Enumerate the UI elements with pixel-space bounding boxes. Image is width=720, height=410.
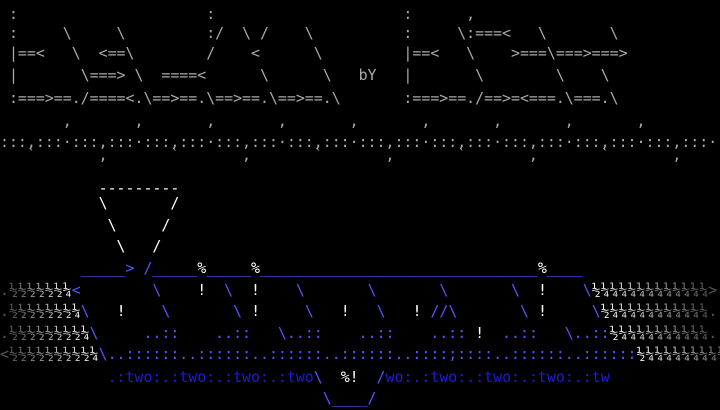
- text-segment: /: [358, 368, 386, 386]
- text-segment: %: [537, 259, 547, 277]
- fraction-gradient-text: ½½½½½½½½¼: [8, 324, 90, 342]
- divider-ticks: ` , ` , ` , ` , ` ,: [0, 147, 681, 163]
- scene-row-4: <½½½½½½½½½¼\..::::::..::::::..::::::..::…: [0, 346, 720, 362]
- divider-commas: , , , , , , , , ,: [0, 112, 646, 130]
- text-segment: %!: [340, 368, 359, 386]
- text-segment: \..::::::..::::::..::::::..::::::..::::;…: [98, 345, 637, 363]
- text-segment: >: [708, 281, 718, 299]
- text-segment: \: [546, 302, 601, 320]
- text-segment: \____/: [0, 389, 377, 407]
- text-segment: !: [251, 281, 261, 299]
- text-segment: !: [251, 302, 261, 320]
- text-segment: _______________________________: [260, 259, 538, 277]
- text-segment: %: [251, 259, 260, 277]
- text-segment: !: [475, 324, 485, 342]
- text-segment: \: [260, 302, 341, 320]
- text-segment: \: [313, 368, 323, 386]
- text-segment: !: [116, 302, 126, 320]
- fraction-gradient-text: ½½½½½½½½½¼: [8, 345, 99, 363]
- text-segment: : \ \ :/ \ / \ : \:===< \ \: [0, 24, 619, 42]
- text-segment: !: [340, 302, 350, 320]
- text-segment: \ /: [0, 216, 171, 234]
- text-segment: \: [80, 302, 117, 320]
- text-segment: _____> /_____: [0, 259, 198, 277]
- text-segment: %: [197, 259, 207, 277]
- title-row-2: : \ \ :/ \ / \ : \:===< \ \: [0, 25, 619, 41]
- text-segment: //\ \: [421, 302, 538, 320]
- water-surface: _____> /_____%_____%____________________…: [0, 260, 583, 276]
- text-segment: _____: [206, 259, 252, 277]
- text-segment: \ \ \ \: [260, 281, 538, 299]
- funnel-row-3: \ /: [0, 237, 162, 255]
- text-segment: \ \: [125, 302, 252, 320]
- text-segment: \: [349, 302, 413, 320]
- text-segment: |==< \ <==\ / < \ |==< \ >===\===>===>: [0, 44, 628, 62]
- text-segment: [466, 324, 475, 342]
- text-segment: \ /: [0, 194, 180, 212]
- text-segment: ---------: [0, 179, 180, 197]
- scene-row-3: .½½½½½½½½¼\ ..:: ..:: \..:: ..:: ..:: ! …: [0, 325, 717, 341]
- text-segment: !: [412, 302, 422, 320]
- fraction-gradient-text: ½¼¼¼¼¼¼¼¼¼¼: [609, 324, 709, 342]
- divider-colons: :::,:::·:::,:::·:::,:::·:::,:::·:::,:::·…: [0, 134, 717, 150]
- text-segment: !: [197, 281, 207, 299]
- funnel-top: ---------: [0, 179, 180, 197]
- title-row-4: | \===> \ ====< \ \ bY | \ \ \: [0, 67, 610, 83]
- text-segment: :::,:::·:::,:::·:::,:::·:::,:::·:::,:::·…: [0, 133, 718, 151]
- text-segment: .: [0, 302, 9, 320]
- title-row-5: :===>==./====<.\==>==.\==>==.\==>==.\ :=…: [0, 90, 619, 106]
- bowl-bottom: \____/: [0, 390, 377, 406]
- title-row-1: : : : ,: [0, 6, 475, 22]
- text-segment: ____: [546, 259, 583, 277]
- fraction-gradient-text: ½½½½½½¼: [8, 281, 72, 299]
- text-segment: , , , , , , , , ,: [0, 112, 646, 130]
- fraction-gradient-text: ½½½½½½½¼: [8, 302, 81, 320]
- text-segment: ..:: \..::: [484, 324, 610, 342]
- fraction-gradient-text: ½¼¼¼¼¼¼¼¼¼¼¼¼: [591, 281, 709, 299]
- text-segment: wo:.:two:.:two:.:two:.:tw: [385, 368, 610, 386]
- text-segment: !: [537, 281, 547, 299]
- text-segment: \ /: [0, 237, 162, 255]
- funnel-row-1: \ /: [0, 194, 180, 212]
- text-segment: \: [206, 281, 252, 299]
- text-segment: .:two:.:two:.:two:.:two: [0, 368, 314, 386]
- text-segment: !: [537, 302, 547, 320]
- fraction-gradient-text: ½¼¼¼¼¼¼¼¼¼¼¼: [600, 302, 709, 320]
- text-segment: .: [0, 281, 9, 299]
- scene-row-2: .½½½½½½½¼\ ! \ \ ! \ ! \ ! //\ \ ! \½¼¼¼…: [0, 303, 717, 319]
- text-segment: <: [71, 281, 81, 299]
- text-segment: \: [546, 281, 592, 299]
- text-segment: <: [0, 345, 9, 363]
- scene-row-1: .½½½½½½¼< \ ! \ ! \ \ \ \ ! \½¼¼¼¼¼¼¼¼¼¼…: [0, 282, 717, 298]
- text-segment: ` , ` , ` , ` , ` ,: [0, 146, 682, 164]
- text-segment: \ ..:: ..:: \..:: ..:: ..::: [89, 324, 467, 342]
- text-segment: .: [708, 324, 718, 342]
- text-segment: [323, 368, 341, 386]
- text-segment: :===>==./====<.\==>==.\==>==.\==>==.\ :=…: [0, 89, 619, 107]
- text-segment: .: [708, 302, 718, 320]
- title-row-3: |==< \ <==\ / < \ |==< \ >===\===>===>: [0, 45, 628, 61]
- two-row: .:two:.:two:.:two:.:two\ %! /wo:.:two:.:…: [0, 369, 610, 385]
- text-segment: : : : ,: [0, 5, 476, 23]
- text-segment: | \===> \ ====< \ \ bY | \ \ \: [0, 66, 610, 84]
- funnel-row-2: \ /: [0, 216, 171, 234]
- text-segment: .: [0, 324, 9, 342]
- fraction-gradient-text: ½¼¼¼¼¼¼¼¼¼¼: [637, 345, 720, 363]
- text-segment: \: [80, 281, 198, 299]
